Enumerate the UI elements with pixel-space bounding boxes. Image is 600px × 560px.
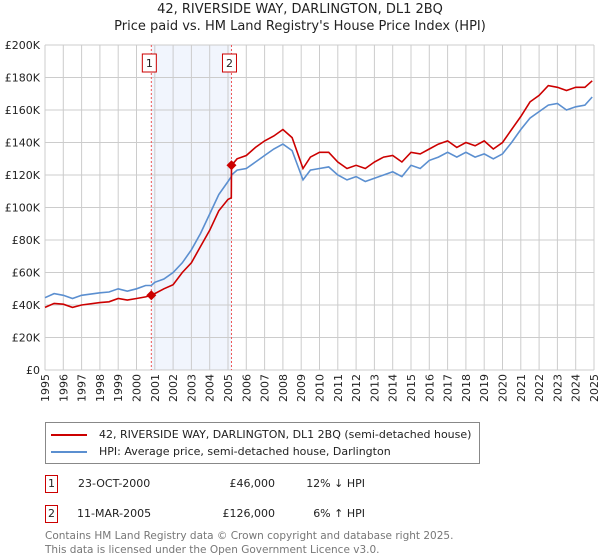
legend-label: 42, RIVERSIDE WAY, DARLINGTON, DL1 2BQ (… [99,428,472,441]
x-tick-label: 2011 [332,374,345,402]
sale-date: 11-MAR-2005 [77,507,152,520]
sale-point-marker [146,290,157,301]
sale-point-marker [226,160,237,171]
x-tick-label: 2007 [259,374,272,402]
x-tick-label: 2010 [314,374,327,402]
x-tick-label: 2023 [551,374,564,402]
x-tick-label: 2006 [240,374,253,402]
sale-number-label: 1 [146,57,153,70]
y-tick-label: £120K [5,169,41,182]
sale-number-box [221,53,237,73]
footer-copyright: Contains HM Land Registry data © Crown c… [45,530,454,542]
y-tick-label: £60K [12,267,41,280]
hpi-line [44,96,593,300]
y-tick-label: £200K [5,39,41,52]
chart-title: 42, RIVERSIDE WAY, DARLINGTON, DL1 2BQ [157,2,443,17]
x-tick-label: 2016 [423,374,436,402]
footer-licence: This data is licensed under the Open Gov… [45,544,380,556]
legend: 42, RIVERSIDE WAY, DARLINGTON, DL1 2BQ (… [45,422,481,464]
sale-hpi-diff: 6% ↑ HPI [313,507,365,520]
sale-hpi-diff: 12% ↓ HPI [306,477,365,490]
x-tick-label: 2013 [368,374,381,402]
x-tick-label: 2021 [515,374,528,402]
x-tick-label: 2019 [478,374,491,402]
legend-swatch-blue [51,450,87,453]
x-tick-label: 2017 [442,374,455,402]
x-tick-label: 2000 [131,374,144,402]
y-tick-label: £160K [5,104,41,117]
x-tick-label: 2002 [167,374,180,402]
y-tick-label: £40K [12,299,41,312]
x-tick-label: 2024 [570,374,583,402]
x-tick-label: 2022 [533,374,546,402]
y-tick-label: £80K [12,234,41,247]
y-tick-label: £100K [5,202,41,215]
x-tick-label: 2001 [149,374,162,402]
x-tick-label: 2003 [185,374,198,402]
sale-price: £46,000 [229,477,276,490]
x-tick-label: 1996 [57,374,70,402]
x-tick-label: 2012 [350,374,363,402]
y-tick-label: £140K [5,137,41,150]
sale-number-box [141,53,157,73]
legend-swatch-red [51,433,87,436]
legend-item-property: 42, RIVERSIDE WAY, DARLINGTON, DL1 2BQ (… [51,426,471,443]
sale-number-label: 2 [226,57,233,70]
x-tick-label: 2020 [497,374,510,402]
chart-subtitle: Price paid vs. HM Land Registry's House … [114,19,486,34]
y-tick-label: £180K [5,72,41,85]
sale-date: 23-OCT-2000 [78,477,151,490]
y-tick-label: £20K [12,332,41,345]
sale-price: £126,000 [222,507,276,520]
price-paid-line [44,80,593,309]
legend-item-hpi: HPI: Average price, semi-detached house,… [51,443,471,460]
x-tick-label: 2025 [588,374,600,402]
x-tick-label: 1999 [112,374,125,402]
x-tick-label: 2009 [295,374,308,402]
y-tick-label: £0 [26,364,40,377]
sale-marker-label: 2 [45,505,58,523]
x-tick-label: 2005 [222,374,235,402]
x-tick-label: 1998 [94,374,107,402]
x-tick-label: 1997 [76,374,89,402]
sale-marker-label: 1 [45,475,58,493]
x-tick-label: 2015 [405,374,418,402]
x-tick-label: 2014 [387,374,400,402]
x-tick-label: 1995 [39,374,52,402]
x-tick-label: 2018 [460,374,473,402]
legend-label: HPI: Average price, semi-detached house,… [99,445,391,458]
x-tick-label: 2008 [277,374,290,402]
price-chart: 1995 1996 1997 1998 1999 2000 2001 2002 2003 2004… [5,39,600,402]
x-tick-label: 2004 [204,374,217,402]
